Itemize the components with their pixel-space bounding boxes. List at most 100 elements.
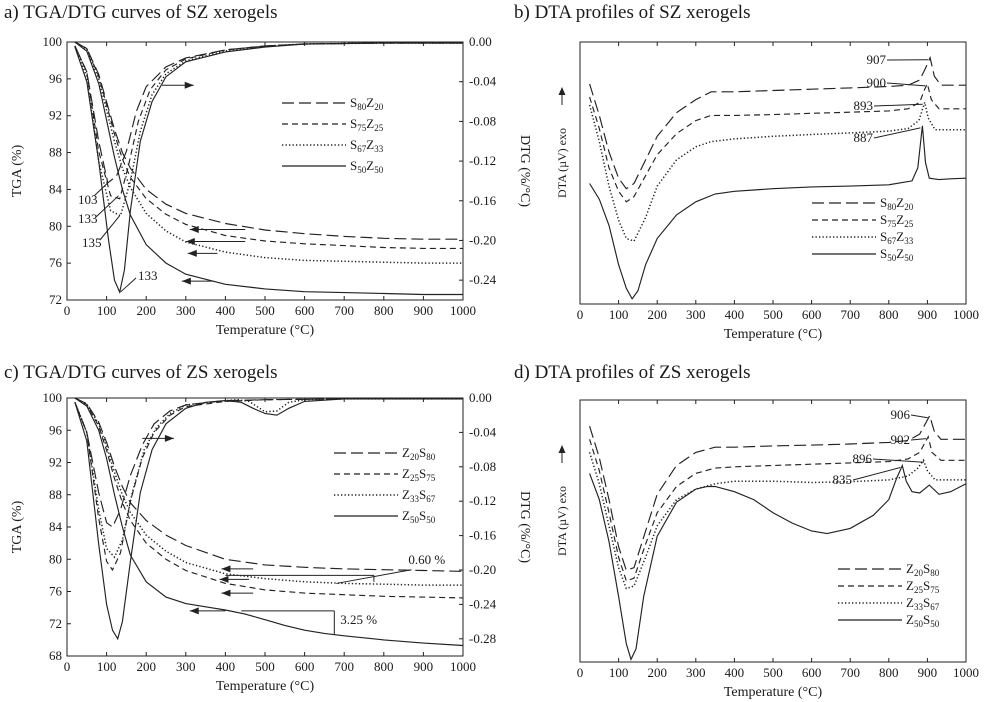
- panel-a-legend-label-0: S80Z20: [350, 95, 384, 112]
- legend-text-part: 67: [887, 236, 897, 246]
- panel-a-x-tick-label: 800: [374, 303, 394, 318]
- legend-text-part: S: [923, 595, 930, 610]
- panel-c-y-tick-label: 100: [43, 390, 63, 405]
- panel-a-peak-leader: [99, 215, 121, 241]
- panel-b-peak-leader: [873, 103, 923, 107]
- panel-a-title: a) TGA/DTG curves of SZ xerogels: [4, 2, 278, 24]
- panel-d-peak-label: 835: [833, 472, 853, 487]
- panel-a-y-axis-title: TGA (%): [10, 144, 25, 197]
- panel-b-x-tick-label: 0: [577, 307, 584, 322]
- panel-b-x-tick-label: 400: [725, 307, 745, 322]
- legend-text-part: 50: [887, 253, 897, 263]
- panel-a-plot-frame: [66, 41, 464, 301]
- panel-c-tga-line-0: [74, 397, 464, 572]
- panel-b-heading: DTA profiles of SZ xerogels: [534, 2, 751, 23]
- panel-c-x-tick-label: 900: [414, 659, 434, 674]
- panel-c-y2-tick-label: 0.00: [469, 390, 492, 405]
- panel-b-x-tick-label: 700: [840, 307, 860, 322]
- legend-text-part: S: [880, 195, 887, 210]
- legend-text-part: 25: [374, 123, 384, 133]
- legend-text-part: 33: [914, 602, 924, 612]
- panel-a-y2-tick-label: -0.08: [469, 113, 496, 128]
- legend-text-part: Z: [896, 246, 904, 261]
- panel-b-dta-line-3: [589, 125, 967, 300]
- panel-d-dta-line-1: [589, 435, 966, 582]
- panel-d-peak-leader: [852, 467, 901, 481]
- legend-text-part: S: [419, 445, 426, 460]
- panel-c-y-tick-label: 80: [49, 551, 62, 566]
- panel-d-x-tick-label: 0: [577, 665, 584, 680]
- panel-b-x-axis-title: Temperature (°C): [724, 327, 823, 342]
- panel-d-peak-leader: [910, 438, 927, 441]
- panel-b-x-tick-label: 1000: [953, 307, 979, 322]
- legend-text-part: S: [923, 612, 930, 627]
- legend-text-part: Z: [366, 95, 374, 110]
- panel-d-peak-label: 902: [891, 432, 911, 447]
- panel-d-x-tick-label: 600: [802, 665, 822, 680]
- legend-text-part: Z: [896, 195, 904, 210]
- panel-c-tga-line-1: [74, 397, 464, 599]
- legend-text-part: 50: [357, 165, 367, 175]
- legend-text-part: S: [419, 487, 426, 502]
- panel-b-exo-arrow-head: [558, 87, 566, 95]
- legend-text-part: 80: [887, 202, 897, 212]
- legend-text-part: S: [419, 466, 426, 481]
- panel-d-x-tick-label: 400: [725, 665, 745, 680]
- panel-c-x-tick-label: 500: [255, 659, 275, 674]
- legend-text-part: 50: [914, 619, 924, 629]
- panel-c-x-tick-label: 100: [97, 659, 117, 674]
- legend-text-part: 67: [930, 602, 940, 612]
- panel-a-x-tick-label: 500: [255, 303, 275, 318]
- panel-c-y-tick-label: 96: [49, 422, 63, 437]
- panel-d-peak-label: 906: [891, 407, 911, 422]
- panel-d-legend-label-2: Z33S67: [906, 595, 940, 612]
- panel-c-y2-tick-label: -0.08: [469, 459, 496, 474]
- legend-text-part: Z: [402, 508, 410, 523]
- legend-text-part: 50: [930, 619, 940, 629]
- panel-d-exo-arrow-head: [558, 445, 566, 453]
- panel-b-x-tick-label: 100: [609, 307, 629, 322]
- panel-b-dta-line-0: [589, 55, 966, 190]
- panel-a-y2-tick-label: -0.16: [469, 193, 497, 208]
- panel-b-label: b): [514, 2, 530, 23]
- panel-d-x-tick-label: 800: [879, 665, 899, 680]
- panel-a-x-axis-title: Temperature (°C): [216, 323, 315, 338]
- legend-text-part: Z: [366, 116, 374, 131]
- panel-d-peak-leader: [872, 458, 924, 463]
- panel-a-y-tick-label: 72: [49, 292, 62, 307]
- panel-c-y-tick-label: 92: [49, 455, 62, 470]
- panel-c-y2-axis-title: DTG (%/°C): [517, 491, 532, 563]
- legend-text-part: 20: [914, 568, 924, 578]
- panel-a-x-tick-label: 700: [334, 303, 354, 318]
- panel-c-y2-tick-label: -0.20: [469, 562, 496, 577]
- panel-d-title: d) DTA profiles of ZS xerogels: [514, 362, 750, 384]
- legend-text-part: 80: [426, 452, 436, 462]
- panel-c-label: c): [4, 362, 19, 383]
- panel-c-y2-tick-label: -0.24: [469, 596, 497, 611]
- panel-d-x-tick-label: 200: [647, 665, 667, 680]
- panel-d-dta-line-2: [588, 452, 966, 590]
- legend-text-part: S: [923, 578, 930, 593]
- panel-c-x-tick-label: 400: [216, 659, 236, 674]
- legend-text-part: 33: [410, 494, 420, 504]
- legend-text-part: Z: [906, 561, 914, 576]
- panel-a-x-tick-label: 900: [414, 303, 434, 318]
- panel-c-x-tick-label: 300: [176, 659, 196, 674]
- panel-a-arrow-2-head: [185, 237, 195, 245]
- panel-d-x-tick-label: 100: [609, 665, 629, 680]
- panel-b-peak-label: 887: [854, 130, 874, 145]
- panel-a-dtg-line-3: [74, 42, 463, 294]
- panel-b-dta-line-2: [588, 99, 966, 243]
- legend-text-part: Z: [896, 212, 904, 227]
- panel-c-legend-label-2: Z33S67: [402, 487, 436, 504]
- panel-a-arrow-1-head: [189, 226, 199, 234]
- legend-text-part: 67: [357, 144, 367, 154]
- legend-text-part: S: [880, 246, 887, 261]
- panel-a-peak-leader: [93, 182, 109, 197]
- legend-text-part: 25: [904, 219, 914, 229]
- panel-d-label: d): [514, 362, 530, 383]
- panel-c-y-axis-title: TGA (%): [10, 500, 25, 553]
- legend-text-part: 25: [410, 473, 420, 483]
